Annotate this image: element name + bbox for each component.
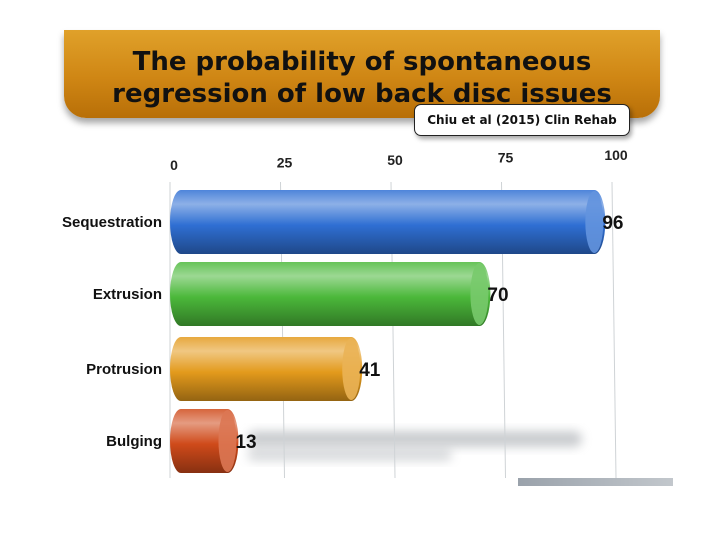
- category-label: Bulging: [106, 433, 162, 450]
- bar-shadow: [247, 449, 452, 461]
- bar-end-cap: [470, 263, 489, 325]
- x-tick-label: 25: [277, 155, 293, 171]
- citation-box: Chiu et al (2015) Clin Rehab: [414, 104, 630, 136]
- bar-sequestration: [170, 190, 606, 254]
- bar-extrusion: [170, 262, 491, 326]
- data-label: 41: [359, 360, 381, 381]
- title-line-1: The probability of spontaneous: [132, 47, 592, 77]
- data-label: 70: [487, 285, 508, 306]
- category-label: Sequestration: [62, 214, 162, 231]
- bar-protrusion: [170, 337, 363, 401]
- x-tick-label: 50: [387, 152, 403, 168]
- watermark-strip: [518, 478, 673, 486]
- gridline: [611, 181, 617, 479]
- bar-end-cap: [218, 410, 237, 472]
- x-tick-label: 0: [170, 157, 178, 173]
- x-tick-label: 75: [498, 150, 514, 166]
- category-label: Extrusion: [93, 286, 162, 303]
- data-label: 96: [602, 213, 623, 234]
- data-label: 13: [235, 432, 256, 453]
- bar-end-cap: [585, 191, 604, 253]
- title-banner: [64, 30, 660, 118]
- bar-shadow: [247, 431, 582, 447]
- bar-end-cap: [342, 338, 361, 400]
- category-label: Protrusion: [86, 361, 162, 378]
- x-tick-label: 100: [604, 147, 628, 163]
